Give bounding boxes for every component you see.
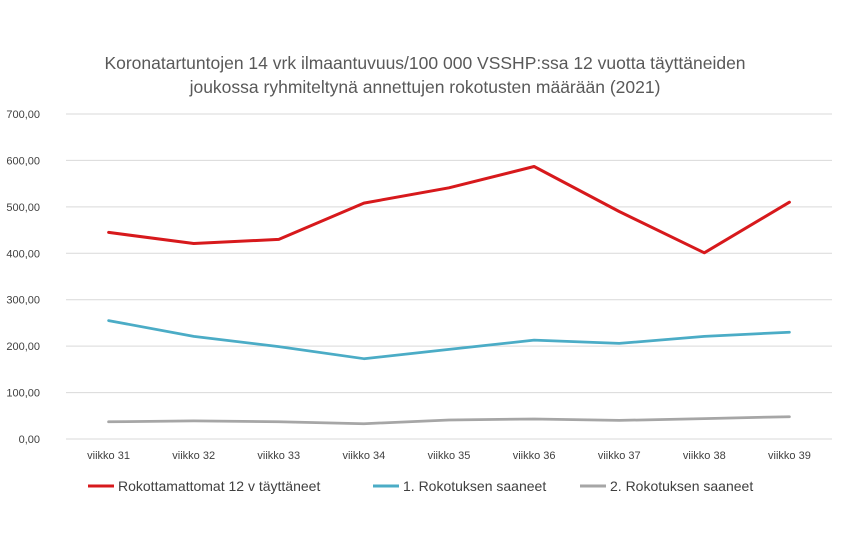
chart-title-line-2: joukossa ryhmiteltynä annettujen rokotus… (189, 77, 661, 97)
legend-label: Rokottamattomat 12 v täyttäneet (118, 478, 320, 494)
x-tick-label: viikko 35 (428, 450, 471, 462)
y-axis-tick-labels: 0,00 100,00 200,00 300,00 400,00 500,00 600,00… (6, 109, 40, 446)
legend-label: 2. Rokotuksen saaneet (610, 478, 753, 494)
x-tick-label: viikko 36 (513, 450, 556, 462)
x-axis-tick-labels: viikko 31 viikko 32 viikko 33 viikko 34 viik… (87, 450, 811, 462)
y-tick-label: 0,00 (19, 434, 40, 446)
x-tick-label: viikko 32 (172, 450, 215, 462)
legend: Rokottamattomat 12 v täyttäneet 1. Rokotu… (88, 478, 753, 494)
y-tick-label: 500,00 (6, 202, 40, 214)
x-tick-label: viikko 31 (87, 450, 130, 462)
x-tick-label: viikko 37 (598, 450, 641, 462)
y-tick-label: 300,00 (6, 295, 40, 307)
chart-title-line-1: Koronatartuntojen 14 vrk ilmaantuvuus/10… (104, 53, 745, 73)
y-tick-label: 100,00 (6, 388, 40, 400)
x-tick-label: viikko 39 (768, 450, 811, 462)
y-tick-label: 400,00 (6, 248, 40, 260)
series-lines (107, 165, 791, 426)
y-tick-label: 200,00 (6, 341, 40, 353)
series-line-3 (107, 415, 791, 426)
x-tick-label: viikko 33 (257, 450, 300, 462)
x-tick-label: viikko 38 (683, 450, 726, 462)
y-tick-label: 600,00 (6, 155, 40, 167)
y-tick-label: 700,00 (6, 109, 40, 121)
series-line-2 (107, 319, 791, 361)
legend-label: 1. Rokotuksen saaneet (403, 478, 546, 494)
x-tick-label: viikko 34 (342, 450, 385, 462)
series-line-1 (107, 165, 791, 255)
gridlines (66, 113, 832, 440)
